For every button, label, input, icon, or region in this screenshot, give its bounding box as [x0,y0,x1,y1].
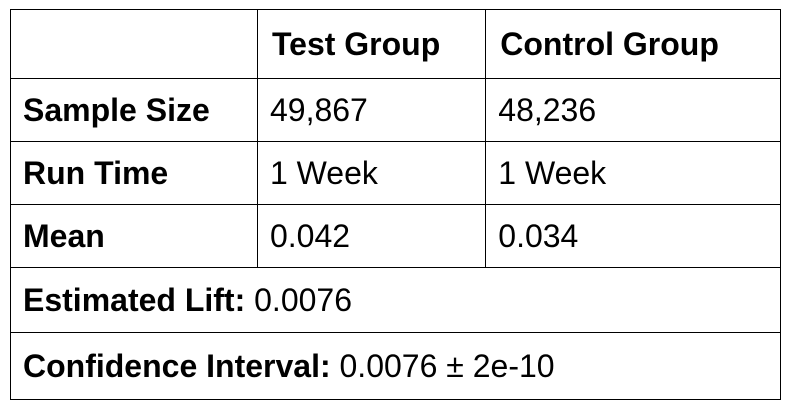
estimated-lift-row: Estimated Lift: 0.0076 [10,267,781,333]
row-label-run-time: Run Time [10,141,258,205]
confidence-interval-row: Confidence Interval: 0.0076 ± 2e-10 [10,332,781,400]
cell-test-run-time: 1 Week [256,141,487,205]
estimated-lift-value: 0.0076 [254,282,352,318]
header-row: Test Group Control Group [10,9,781,79]
results-table: Test Group Control Group Sample Size 49,… [10,9,781,400]
test-group-header: Test Group [256,9,487,79]
cell-test-mean: 0.042 [256,204,487,268]
cell-control-sample-size: 48,236 [485,78,781,142]
estimated-lift-label: Estimated Lift: [23,282,246,318]
table-row: Run Time 1 Week 1 Week [10,141,781,205]
table-row: Sample Size 49,867 48,236 [10,78,781,142]
confidence-interval-value: 0.0076 ± 2e-10 [339,348,555,384]
cell-control-run-time: 1 Week [485,141,781,205]
row-label-mean: Mean [10,204,258,268]
control-group-header: Control Group [485,9,781,79]
estimated-lift-cell: Estimated Lift: 0.0076 [10,267,781,333]
corner-cell [10,9,258,79]
cell-test-sample-size: 49,867 [256,78,487,142]
confidence-interval-label: Confidence Interval: [23,348,331,384]
confidence-interval-cell: Confidence Interval: 0.0076 ± 2e-10 [10,332,781,400]
row-label-sample-size: Sample Size [10,78,258,142]
cell-control-mean: 0.034 [485,204,781,268]
table-row: Mean 0.042 0.034 [10,204,781,268]
